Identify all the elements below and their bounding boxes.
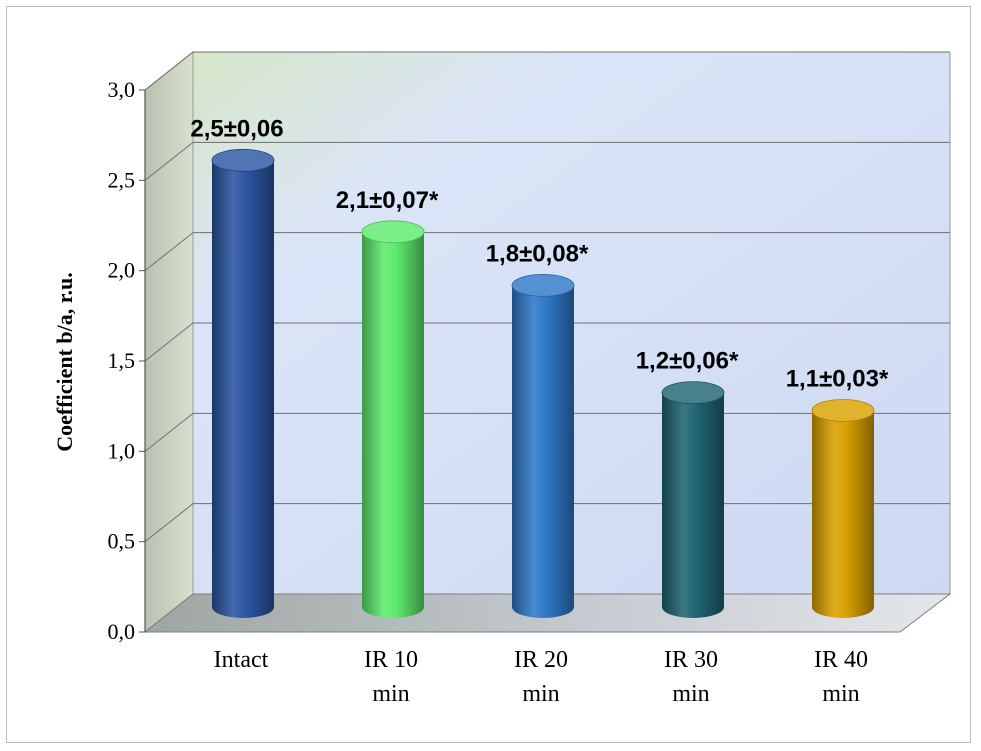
x-axis-labels: Intact IR 10 min IR 20 min IR 30 min IR 40 min bbox=[214, 647, 868, 707]
bar-3 bbox=[661, 381, 725, 618]
bar-body bbox=[512, 285, 574, 618]
data-label: 2,1±0,07* bbox=[336, 187, 439, 214]
data-label: 1,1±0,03* bbox=[786, 365, 889, 392]
bar-top bbox=[661, 381, 725, 405]
bar-body bbox=[662, 392, 724, 618]
data-label: 1,2±0,06* bbox=[636, 348, 739, 375]
gridline-depth bbox=[144, 141, 194, 181]
x-tick-label: IR 30 min bbox=[664, 647, 718, 707]
y-tick-label: 2,0 bbox=[108, 258, 136, 283]
x-tick-label: Intact bbox=[214, 647, 269, 673]
y-tick-label: 1,5 bbox=[108, 348, 136, 373]
gridline-depth bbox=[144, 503, 194, 543]
gridline-depth bbox=[144, 322, 194, 362]
x-tick-label: IR 40 min bbox=[814, 647, 868, 707]
y-tick-label: 1,0 bbox=[108, 438, 136, 463]
bar-body bbox=[812, 410, 874, 618]
bar-body bbox=[212, 160, 274, 619]
bar-top bbox=[811, 399, 875, 422]
gridline-depth bbox=[144, 412, 194, 452]
gridline-depth bbox=[144, 51, 194, 91]
gridline-depth bbox=[144, 232, 194, 272]
data-label: 2,5±0,06 bbox=[190, 115, 283, 142]
x-tick-label: IR 10 min bbox=[364, 647, 418, 707]
bar-2 bbox=[511, 273, 575, 618]
bar-4 bbox=[811, 399, 875, 618]
bar-body bbox=[362, 231, 424, 619]
bar-top bbox=[211, 148, 275, 172]
bar-top bbox=[361, 220, 425, 244]
bar-1 bbox=[361, 220, 425, 619]
bar-0 bbox=[211, 148, 275, 619]
y-tick-label: 0,0 bbox=[108, 619, 136, 644]
y-tick-label: 0,5 bbox=[108, 529, 136, 554]
y-axis-title: Coefficient b/a, r.u. bbox=[52, 272, 77, 451]
bars bbox=[211, 148, 875, 619]
data-labels: 2,5±0,06 2,1±0,07* 1,8±0,08* 1,2±0,06* 1,1±0… bbox=[190, 115, 889, 392]
y-axis: 0,0 0,5 1,0 1,5 2,0 2,5 3,0 bbox=[108, 77, 146, 644]
bar-top bbox=[511, 273, 575, 297]
data-label: 1,8±0,08* bbox=[486, 240, 589, 267]
x-tick-label: IR 20 min bbox=[514, 647, 568, 707]
y-tick-label: 2,5 bbox=[108, 167, 136, 192]
y-tick-label: 3,0 bbox=[108, 77, 136, 102]
